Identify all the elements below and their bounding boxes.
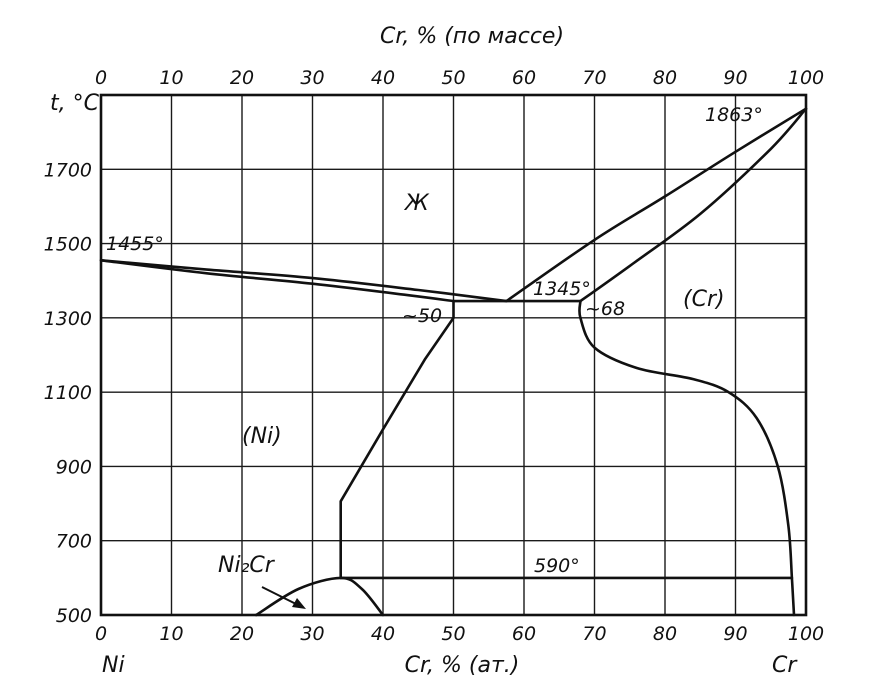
cr-solubility-label: ~68	[585, 298, 625, 320]
top-tick-20: 20	[230, 67, 254, 89]
y-tick-1300: 1300	[44, 308, 92, 330]
curve-solvus-cr	[578, 299, 796, 617]
top-tick-60: 60	[512, 67, 536, 89]
bottom-tick-30: 30	[300, 623, 324, 645]
top-tick-labels: 0 10 20 30 40 50 60 70 80 90 100	[95, 67, 824, 89]
curve-ni2cr-dome	[254, 576, 385, 617]
bottom-tick-70: 70	[582, 623, 606, 645]
curve-solidus-ni	[99, 259, 455, 303]
curve-solidus-cr	[579, 107, 808, 303]
curve-liquidus-cr	[505, 107, 808, 303]
left-element-label: Ni	[102, 653, 125, 678]
top-tick-100: 100	[788, 67, 824, 89]
y-tick-1500: 1500	[44, 234, 92, 256]
top-tick-70: 70	[582, 67, 606, 89]
cr-melting-label: 1863°	[705, 104, 763, 126]
top-tick-90: 90	[723, 67, 747, 89]
bottom-tick-labels: 0 10 20 30 40 50 60 70 80 90 100	[95, 623, 824, 645]
bottom-axis-title: Cr, % (ат.)	[405, 653, 520, 678]
eutectoid-temp-label: 590°	[534, 555, 580, 577]
curve-liquidus-ni	[99, 259, 508, 303]
y-tick-labels: 500 700 900 1100 1300 1500 1700	[44, 159, 92, 627]
y-tick-500: 500	[56, 605, 92, 627]
cr-solid-label: (Cr)	[683, 287, 725, 312]
bottom-tick-50: 50	[441, 623, 465, 645]
top-tick-0: 0	[95, 67, 107, 89]
ni-solid-label: (Ni)	[242, 424, 282, 449]
top-tick-50: 50	[441, 67, 465, 89]
y-tick-700: 700	[56, 531, 92, 553]
ni-melting-label: 1455°	[106, 233, 164, 255]
y-tick-1700: 1700	[44, 159, 92, 181]
top-tick-80: 80	[653, 67, 677, 89]
bottom-tick-90: 90	[723, 623, 747, 645]
ni2cr-label: Ni₂Cr	[218, 553, 276, 578]
y-tick-900: 900	[56, 456, 92, 478]
liquid-label: Ж	[403, 191, 430, 216]
plot-frame	[99, 93, 808, 617]
top-tick-40: 40	[371, 67, 395, 89]
top-axis-title: Cr, % (по массе)	[380, 24, 564, 49]
bottom-tick-80: 80	[653, 623, 677, 645]
bottom-tick-20: 20	[230, 623, 254, 645]
curve-solvus-ni	[339, 299, 455, 580]
bottom-tick-10: 10	[159, 623, 183, 645]
y-tick-1100: 1100	[44, 382, 92, 404]
y-axis-title: t, °C	[50, 91, 100, 116]
bottom-tick-0: 0	[95, 623, 107, 645]
top-tick-30: 30	[300, 67, 324, 89]
phase-boundaries	[99, 107, 808, 617]
top-tick-10: 10	[159, 67, 183, 89]
ni2cr-pointer-arrow	[261, 586, 306, 609]
eutectic-temp-label: 1345°	[533, 278, 591, 300]
ni-solubility-label: ~50	[402, 305, 442, 327]
right-element-label: Cr	[772, 653, 798, 678]
bottom-tick-100: 100	[788, 623, 824, 645]
bottom-tick-60: 60	[512, 623, 536, 645]
bottom-tick-40: 40	[371, 623, 395, 645]
